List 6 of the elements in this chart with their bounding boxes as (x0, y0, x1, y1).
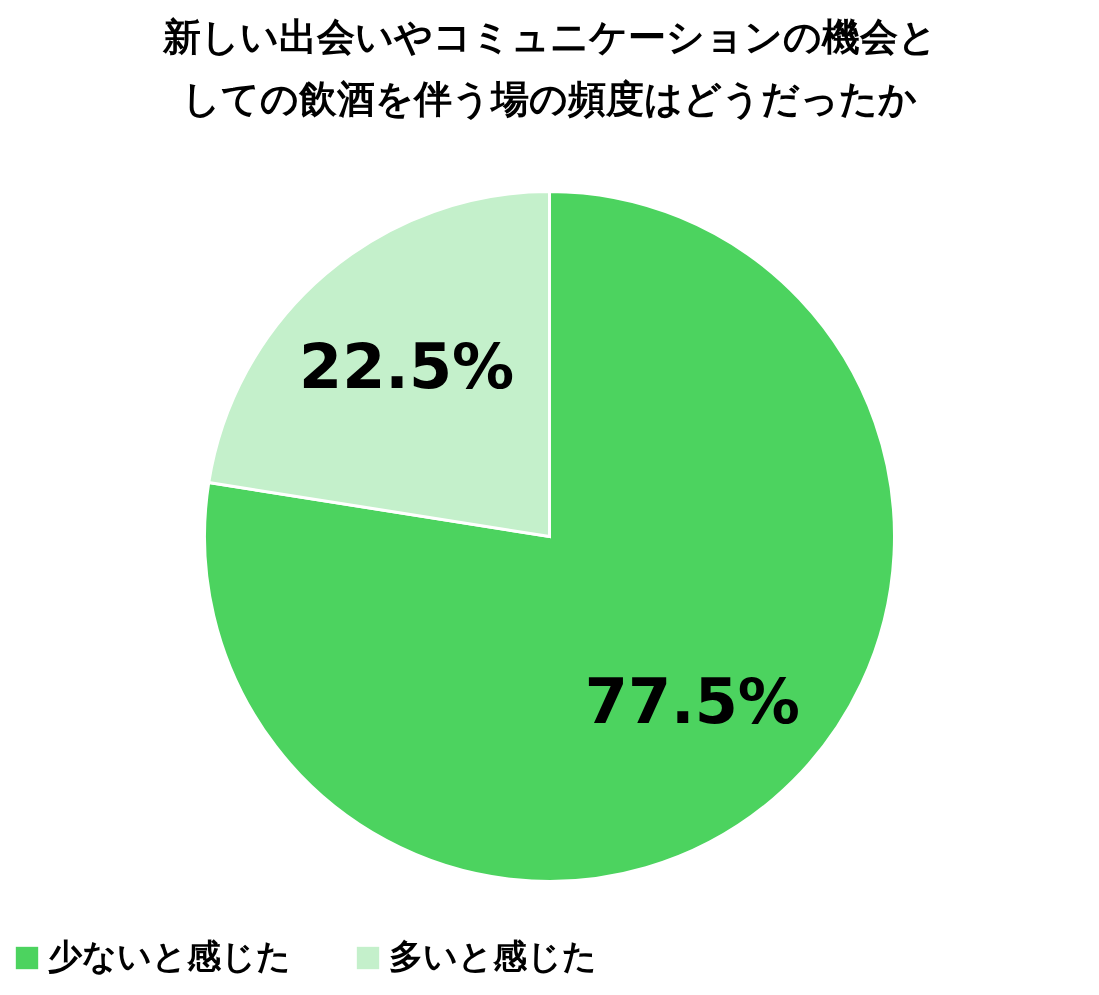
legend-label: 少ないと感じた (48, 936, 291, 976)
pie-slice (203, 190, 896, 883)
data-label: 22.5% (299, 330, 515, 404)
legend-label: 多いと感じた (389, 936, 597, 976)
data-label: 77.5% (584, 664, 800, 738)
chart-title: 新しい出会いやコミュニケーションの機会としての飲酒を伴う場の頻度はどうだったか (161, 15, 937, 121)
